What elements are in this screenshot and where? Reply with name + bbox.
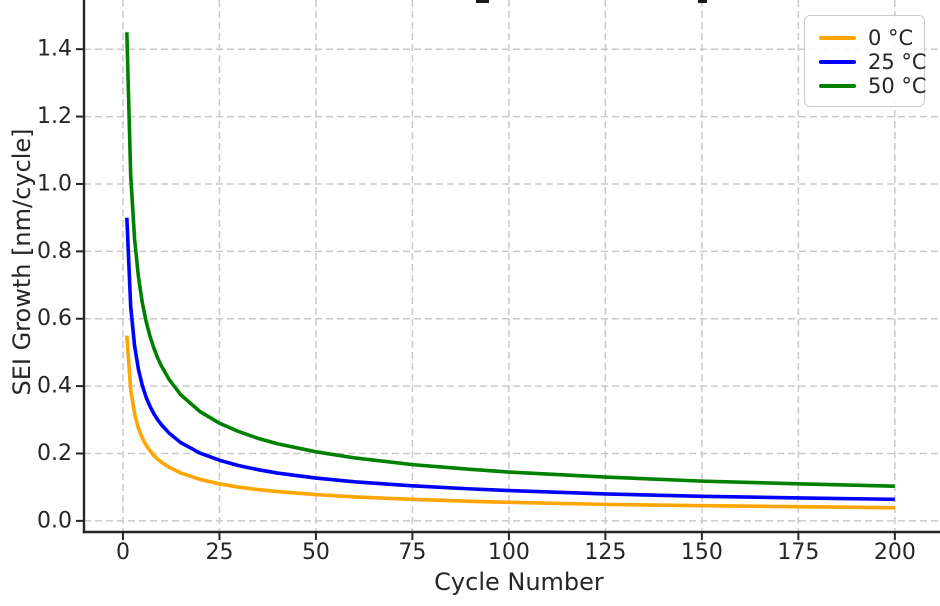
x-tick-label: 200 <box>874 540 916 565</box>
series-curve <box>125 217 895 502</box>
legend-label: 50 °C <box>868 74 927 98</box>
legend-item: 50 °C <box>819 74 927 98</box>
cropped-title-fragment <box>698 0 707 3</box>
x-tick-label: 125 <box>584 540 626 565</box>
legend-line-swatch-0c <box>819 36 856 40</box>
x-tick-label: 150 <box>681 540 723 565</box>
legend-label: 25 °C <box>868 50 927 74</box>
series-curve <box>125 32 895 488</box>
y-tick-label: 0.4 <box>37 374 72 399</box>
x-tick-label: 25 <box>205 540 233 565</box>
y-tick-label: 1.2 <box>37 104 72 129</box>
y-tick-label: 0.2 <box>37 441 72 466</box>
y-tick-label: 1.0 <box>37 171 72 196</box>
cropped-title-fragment <box>476 0 489 3</box>
x-tick-label: 175 <box>777 540 819 565</box>
legend-line-swatch-25c <box>819 60 856 64</box>
y-tick-label: 0.8 <box>37 239 72 264</box>
x-axis-title: Cycle Number <box>434 568 604 596</box>
legend-item: 25 °C <box>819 50 927 74</box>
x-tick-label: 75 <box>398 540 426 565</box>
series-curve <box>125 335 895 510</box>
y-tick-label: 0.0 <box>37 508 72 533</box>
x-tick-label: 50 <box>302 540 330 565</box>
y-tick-label: 1.4 <box>37 37 72 62</box>
y-axis-title: SEI Growth [nm/cycle] <box>8 128 36 396</box>
legend: 0 °C 25 °C 50 °C <box>804 15 927 107</box>
legend-line-swatch-50c <box>819 84 856 88</box>
legend-item: 0 °C <box>819 26 916 50</box>
x-tick-label: 100 <box>488 540 530 565</box>
x-tick-label: 0 <box>116 540 130 565</box>
y-tick-label: 0.6 <box>37 306 72 331</box>
legend-label: 0 °C <box>868 26 914 50</box>
